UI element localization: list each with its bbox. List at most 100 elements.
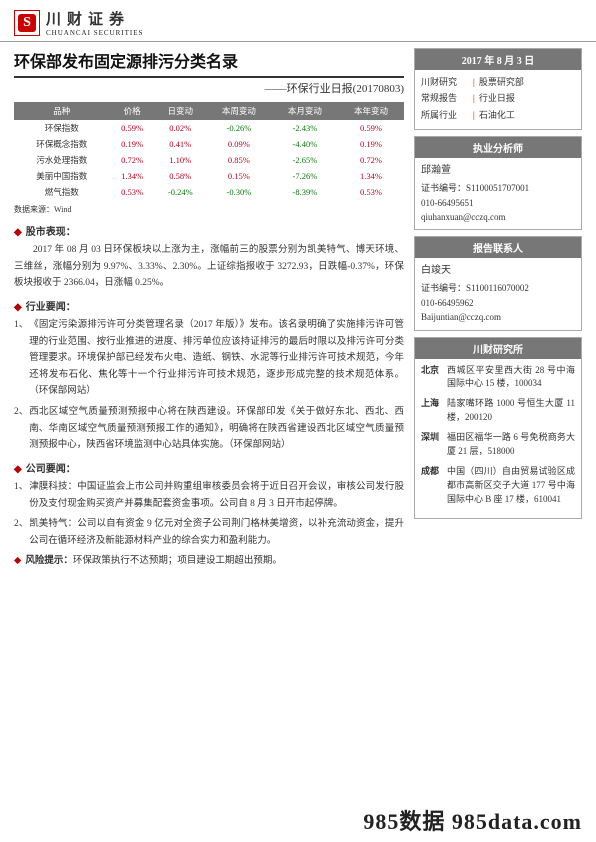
- section-market-head: ◆股市表现：: [14, 223, 404, 238]
- date-info-block: 2017 年 8 月 3 日 川财研究|股票研究部常规报告|行业日报所属行业|石…: [414, 48, 582, 130]
- company-name-cn: 川财证券: [46, 8, 143, 29]
- list-item: 津膜科技：中国证监会上市公司并购重组审核委员会将于近日召开会议，审核公司发行股份…: [14, 479, 404, 512]
- table-cell: 0.15%: [206, 168, 272, 184]
- list-item: 西北区域空气质量预测预报中心将在陕西建设。环保部印发《关于做好东北、西北、西南、…: [14, 404, 404, 454]
- table-cell: 0.59%: [338, 120, 404, 136]
- separator-icon: |: [473, 91, 475, 105]
- table-cell: 0.53%: [338, 184, 404, 200]
- diamond-icon: ◆: [14, 464, 22, 475]
- table-cell: -0.30%: [206, 184, 272, 200]
- office-row: 北京西城区平安里西大街 28 号中海国际中心 15 楼，100034: [421, 364, 575, 392]
- info-value: 行业日报: [479, 91, 575, 105]
- office-head: 川财研究所: [415, 338, 581, 359]
- risk-note: ◆风险提示：环保政策执行不达预期；项目建设工期超出预期。: [14, 553, 404, 569]
- analyst-block: 执业分析师 邱瀚萱 证书编号：S1100051707001010-6649565…: [414, 136, 582, 230]
- table-row: 环保概念指数0.19%0.41%0.09%-4.40%0.19%: [14, 136, 404, 152]
- company-name-en: CHUANCAI SECURITIES: [46, 29, 143, 37]
- table-row: 燃气指数0.53%-0.24%-0.30%-8.39%0.53%: [14, 184, 404, 200]
- diamond-icon: ◆: [14, 302, 22, 313]
- table-row: 美丽中国指数1.34%0.58%0.15%-7.26%1.34%: [14, 168, 404, 184]
- table-cell: -7.26%: [272, 168, 338, 184]
- table-header: 本周变动: [206, 102, 272, 120]
- info-value: 石油化工: [479, 108, 575, 122]
- info-key: 常规报告: [421, 91, 473, 105]
- market-text: 2017 年 08 月 03 日环保板块以上涨为主，涨幅前三的股票分别为凯美特气…: [14, 242, 404, 292]
- table-cell: 燃气指数: [14, 184, 110, 200]
- table-cell: 0.19%: [338, 136, 404, 152]
- office-row: 上海陆家嘴环路 1000 号恒生大厦 11 楼，200120: [421, 397, 575, 425]
- table-cell: 1.34%: [338, 168, 404, 184]
- report-date: 2017 年 8 月 3 日: [415, 49, 581, 70]
- office-row: 深圳福田区福华一路 6 号免税商务大厦 21 层，518000: [421, 431, 575, 459]
- detail-line: Baijuntian@cczq.com: [421, 310, 575, 324]
- info-key: 川财研究: [421, 75, 473, 89]
- office-city: 北京: [421, 364, 447, 392]
- table-header: 日变动: [155, 102, 206, 120]
- section-industry-head: ◆行业要闻：: [14, 298, 404, 313]
- info-row: 川财研究| 股票研究部: [421, 75, 575, 89]
- table-cell: 0.58%: [155, 168, 206, 184]
- table-header: 本月变动: [272, 102, 338, 120]
- table-cell: 0.59%: [110, 120, 155, 136]
- diamond-icon: ◆: [14, 227, 22, 238]
- table-source: 数据来源：Wind: [14, 204, 404, 215]
- page-header: S 川财证券 CHUANCAI SECURITIES: [0, 0, 596, 42]
- detail-line: 证书编号：S1100051707001: [421, 181, 575, 195]
- table-cell: 环保指数: [14, 120, 110, 136]
- table-cell: 污水处理指数: [14, 152, 110, 168]
- section-company-head: ◆公司要闻：: [14, 460, 404, 475]
- index-table: 品种价格日变动本周变动本月变动本年变动 环保指数0.59%0.02%-0.26%…: [14, 102, 404, 200]
- table-cell: -8.39%: [272, 184, 338, 200]
- separator-icon: |: [473, 75, 475, 89]
- contact-name: 白竣天: [421, 263, 575, 279]
- office-city: 深圳: [421, 431, 447, 459]
- table-header: 本年变动: [338, 102, 404, 120]
- table-cell: -0.26%: [206, 120, 272, 136]
- office-address: 中国（四川）自由贸易试验区成都市高新区交子大道 177 号中海国际中心 B 座 …: [447, 465, 575, 507]
- table-cell: -4.40%: [272, 136, 338, 152]
- logo-glyph: S: [18, 14, 36, 32]
- office-row: 成都中国（四川）自由贸易试验区成都市高新区交子大道 177 号中海国际中心 B …: [421, 465, 575, 507]
- report-title: 环保部发布固定源排污分类名录: [14, 48, 404, 78]
- table-header: 品种: [14, 102, 110, 120]
- table-cell: 0.09%: [206, 136, 272, 152]
- table-cell: 0.19%: [110, 136, 155, 152]
- analyst-name: 邱瀚萱: [421, 163, 575, 179]
- company-list: 津膜科技：中国证监会上市公司并购重组审核委员会将于近日召开会议，审核公司发行股份…: [14, 479, 404, 550]
- info-value: 股票研究部: [479, 75, 575, 89]
- table-row: 环保指数0.59%0.02%-0.26%-2.43%0.59%: [14, 120, 404, 136]
- table-cell: 0.02%: [155, 120, 206, 136]
- info-row: 常规报告| 行业日报: [421, 91, 575, 105]
- office-city: 上海: [421, 397, 447, 425]
- table-cell: 0.85%: [206, 152, 272, 168]
- table-cell: -2.43%: [272, 120, 338, 136]
- table-cell: -0.24%: [155, 184, 206, 200]
- detail-line: 010-66495962: [421, 296, 575, 310]
- watermark: 985数据 985data.com: [363, 804, 582, 836]
- office-block: 川财研究所 北京西城区平安里西大街 28 号中海国际中心 15 楼，100034…: [414, 337, 582, 519]
- table-cell: 1.34%: [110, 168, 155, 184]
- list-item: 凯美特气：公司以自有资金 9 亿元对全资子公司荆门格林美增资，以补充流动资金，提…: [14, 516, 404, 549]
- office-address: 西城区平安里西大街 28 号中海国际中心 15 楼，100034: [447, 364, 575, 392]
- company-block: 川财证券 CHUANCAI SECURITIES: [46, 8, 143, 37]
- office-address: 福田区福华一路 6 号免税商务大厦 21 层，518000: [447, 431, 575, 459]
- logo: S: [14, 10, 40, 36]
- table-cell: 1.10%: [155, 152, 206, 168]
- table-cell: 0.72%: [110, 152, 155, 168]
- sidebar: 2017 年 8 月 3 日 川财研究|股票研究部常规报告|行业日报所属行业|石…: [414, 42, 582, 570]
- separator-icon: |: [473, 108, 475, 122]
- table-cell: -2.65%: [272, 152, 338, 168]
- contact-head: 报告联系人: [415, 237, 581, 258]
- industry-list: 《固定污染源排污许可分类管理名录（2017 年版）》发布。该名录明确了实施排污许…: [14, 317, 404, 454]
- table-cell: 0.41%: [155, 136, 206, 152]
- table-cell: 环保概念指数: [14, 136, 110, 152]
- office-address: 陆家嘴环路 1000 号恒生大厦 11 楼，200120: [447, 397, 575, 425]
- detail-line: 010-66495651: [421, 196, 575, 210]
- analyst-head: 执业分析师: [415, 137, 581, 158]
- table-cell: 0.72%: [338, 152, 404, 168]
- detail-line: 证书编号：S1100116070002: [421, 281, 575, 295]
- table-row: 污水处理指数0.72%1.10%0.85%-2.65%0.72%: [14, 152, 404, 168]
- list-item: 《固定污染源排污许可分类管理名录（2017 年版）》发布。该名录明确了实施排污许…: [14, 317, 404, 400]
- detail-line: qiuhanxuan@cczq.com: [421, 210, 575, 224]
- report-subtitle: ——环保行业日报(20170803): [14, 80, 404, 96]
